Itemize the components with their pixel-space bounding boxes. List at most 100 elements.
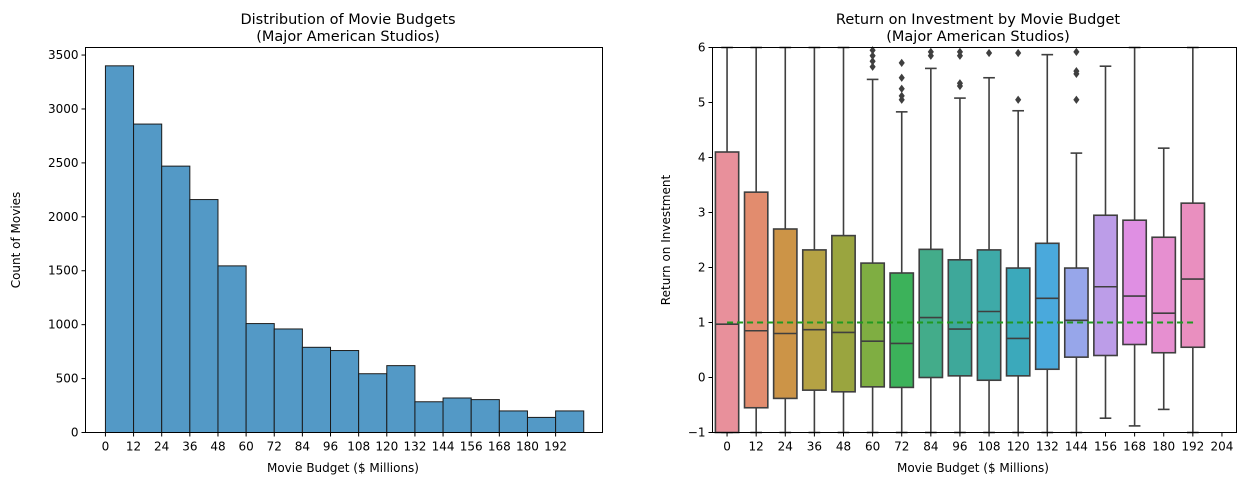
histogram-bar (301, 346, 332, 433)
boxplot-box (1034, 242, 1060, 371)
boxplot-x-tick-label: 192 (1181, 440, 1204, 454)
histogram-x-tick-label: 36 (182, 440, 197, 454)
boxplot-x-tick-label: 120 (1007, 440, 1030, 454)
boxplot-x-axis-label: Movie Budget ($ Millions) (897, 461, 1049, 475)
boxplot-x-tick-label: 0 (723, 440, 731, 454)
boxplot-x-tick-label: 36 (807, 440, 822, 454)
histogram-x-tick-label: 0 (102, 440, 110, 454)
histogram-bar (526, 416, 557, 433)
boxplot-box (918, 248, 944, 379)
histogram-x-tick-label: 156 (460, 440, 483, 454)
boxplot-y-tick-label: 1 (698, 316, 706, 330)
histogram-y-tick-label: 3500 (48, 48, 79, 62)
boxplot-y-tick-label: −1 (688, 426, 706, 440)
histogram-y-ticks: 0 500 1000 1500 2000 2500 3000 3500 (48, 48, 86, 440)
boxplot-axes-frame (712, 47, 1237, 433)
boxplot-outlier-point (1015, 48, 1022, 58)
histogram-chart: Distribution of Movie Budgets (Major Ame… (9, 12, 603, 475)
boxplot-outlier-point (1073, 95, 1080, 104)
boxplot-x-tick-label: 108 (978, 440, 1001, 454)
boxplot-outlier-point (898, 58, 905, 67)
boxplot-outlier-point (869, 46, 876, 55)
boxplot-x-tick-label: 156 (1094, 440, 1117, 454)
histogram-bar (273, 328, 303, 433)
boxplot-subtitle: (Major American Studios) (886, 29, 1070, 45)
boxplot-box (947, 258, 973, 377)
boxplot-outlier-point (985, 48, 993, 58)
boxplot-x-tick-label: 24 (778, 440, 793, 454)
boxplot-x-tick-label: 72 (894, 440, 909, 454)
boxplot-x-tick-label: 204 (1210, 440, 1233, 454)
histogram-y-tick-label: 2500 (48, 156, 79, 170)
boxplot-x-tick-label: 132 (1036, 440, 1059, 454)
boxplot-outlier-point (869, 57, 876, 66)
boxplot-y-ticks: −1 0 1 2 3 4 5 6 (688, 41, 713, 440)
boxplot-x-tick-label: 84 (923, 440, 938, 454)
histogram-x-tick-label: 132 (403, 440, 426, 454)
histogram-y-tick-label: 1000 (48, 318, 79, 332)
boxplot-outlier-point (1073, 67, 1080, 76)
boxplot-outlier-point (927, 47, 934, 56)
histogram-x-tick-label: 72 (267, 440, 282, 454)
histogram-y-tick-label: 3000 (48, 102, 79, 116)
boxplot-title: Return on Investment by Movie Budget (836, 12, 1121, 28)
histogram-x-tick-label: 180 (516, 440, 539, 454)
histogram-bar (189, 199, 219, 433)
histogram-y-tick-label: 1500 (48, 264, 79, 278)
histogram-y-tick-label: 2000 (48, 210, 79, 224)
boxplot-y-tick-label: 3 (698, 206, 706, 220)
boxplot-box (1063, 267, 1089, 358)
boxplot-x-tick-label: 144 (1065, 440, 1088, 454)
boxplot-box (801, 249, 827, 391)
boxplot-boxes (714, 46, 1206, 434)
histogram-bar (133, 123, 163, 433)
boxplot-y-axis-label: Return on Investment (659, 175, 673, 306)
histogram-x-tick-label: 120 (375, 440, 398, 454)
boxplot-box (714, 151, 740, 434)
boxplot-x-tick-label: 96 (952, 440, 967, 454)
boxplot-box (860, 262, 886, 388)
histogram-x-tick-label: 60 (238, 440, 253, 454)
histogram-bar (161, 165, 191, 434)
histogram-bar (386, 365, 416, 434)
histogram-x-tick-label: 108 (347, 440, 370, 454)
boxplot-outlier-point (869, 62, 876, 71)
histogram-bar (104, 65, 135, 433)
histogram-x-axis-label: Movie Budget ($ Millions) (267, 461, 419, 475)
boxplot-x-tick-label: 12 (749, 440, 764, 454)
histogram-x-tick-label: 48 (210, 440, 225, 454)
boxplot-x-tick-label: 60 (865, 440, 880, 454)
histogram-bar (498, 410, 528, 433)
boxplot-x-ticks: 0 12 24 36 48 60 72 84 96 108 120 132 144 156 168 180 19… (723, 432, 1233, 454)
boxplot-outlier-point (956, 47, 964, 56)
boxplot-y-tick-label: 2 (698, 261, 706, 275)
histogram-y-tick-label: 500 (56, 372, 79, 386)
histogram-x-tick-label: 144 (432, 440, 455, 454)
boxplot-box (889, 272, 915, 389)
histogram-x-tick-label: 192 (544, 440, 567, 454)
histogram-x-tick-label: 168 (488, 440, 511, 454)
boxplot-outlier-point (1073, 47, 1080, 57)
histogram-bar (358, 373, 388, 434)
boxplot-outlier-point (1015, 95, 1022, 104)
histogram-title: Distribution of Movie Budgets (240, 12, 455, 28)
boxplot-outlier-point (898, 73, 905, 82)
histogram-subtitle: (Major American Studios) (256, 29, 440, 45)
histogram-bar (414, 401, 444, 434)
boxplot-y-tick-label: 0 (698, 371, 706, 385)
histogram-y-axis-label: Count of Movies (9, 192, 23, 289)
boxplot-x-tick-label: 48 (836, 440, 851, 454)
boxplot-box (831, 234, 856, 393)
histogram-x-tick-label: 84 (295, 440, 310, 454)
histogram-x-ticks: 0 12 24 36 48 60 72 84 96 108 120 132 144 156 168 180 19… (102, 432, 567, 454)
boxplot-outlier-point (898, 84, 905, 93)
histogram-bar (245, 323, 275, 433)
boxplot-y-tick-label: 4 (698, 151, 706, 165)
boxplot-box (1180, 202, 1206, 349)
boxplot-box (1122, 219, 1148, 346)
boxplot-y-tick-label: 5 (698, 96, 706, 110)
boxplot-box (1093, 214, 1118, 357)
histogram-axes-frame (85, 47, 603, 433)
histogram-x-tick-label: 24 (154, 440, 169, 454)
